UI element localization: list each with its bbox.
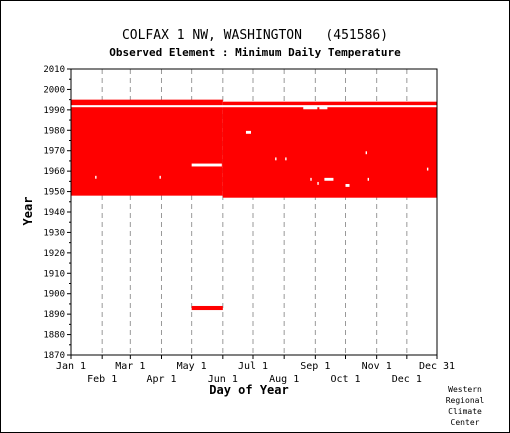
chart-subtitle: Observed Element : Minimum Daily Tempera…	[109, 46, 401, 59]
y-tick-label: 1980	[43, 126, 65, 136]
missing-gap	[367, 177, 370, 181]
y-tick-label: 1930	[43, 228, 65, 238]
x-tick-label: Feb 1	[87, 374, 117, 385]
y-tick-label: 1950	[43, 188, 65, 198]
footer-line: Center	[450, 418, 480, 427]
data-block	[71, 99, 223, 196]
x-tick-label: Apr 1	[146, 374, 176, 385]
footer-line: Western	[448, 385, 482, 394]
x-tick-label: Sep 1	[300, 361, 330, 372]
y-tick-label: 1870	[43, 351, 65, 361]
missing-gap	[191, 163, 222, 167]
y-axis: 1870 1880 1890 1900 1910 1920 1930 1940 1950 1960…	[43, 65, 71, 361]
missing-gap	[159, 175, 161, 179]
footer-line: Regional	[445, 396, 485, 405]
x-tick-label: May 1	[177, 361, 207, 372]
missing-gap	[245, 130, 251, 134]
footer-credit: Western Regional Climate Center	[435, 384, 495, 428]
missing-gap	[319, 106, 328, 110]
missing-gap	[95, 175, 97, 179]
y-tick-label: 2010	[43, 65, 65, 75]
y-axis-label: Year	[21, 197, 35, 226]
data-layer	[71, 99, 437, 311]
y-tick-label: 1880	[43, 331, 65, 341]
y-tick-label: 1940	[43, 208, 65, 218]
x-tick-label: Dec 1	[392, 374, 422, 385]
x-tick-label: Nov 1	[362, 361, 392, 372]
x-tick-label: Oct 1	[330, 374, 360, 385]
missing-gap	[365, 151, 368, 155]
y-tick-label: 2000	[43, 85, 65, 95]
missing-gap	[303, 106, 318, 110]
missing-gap	[71, 105, 437, 108]
x-axis: Jan 1 Mar 1 May 1 Jul 1 Sep 1 Nov 1 Dec 31 Feb …	[56, 355, 455, 385]
data-mark	[209, 140, 211, 143]
missing-gap	[345, 184, 350, 187]
x-tick-label: Mar 1	[115, 361, 145, 372]
y-tick-label: 1990	[43, 106, 65, 116]
x-tick-label: Dec 31	[419, 361, 455, 372]
data-block	[191, 305, 223, 311]
y-tick-label: 1920	[43, 249, 65, 259]
missing-gap	[426, 167, 429, 171]
missing-gap	[275, 157, 277, 161]
chart-title: COLFAX 1 NW, WASHINGTON (451586)	[122, 28, 388, 43]
footer-line: Climate	[448, 407, 482, 416]
y-tick-label: 1970	[43, 147, 65, 157]
missing-gap	[285, 157, 287, 161]
x-tick-label: Jul 1	[238, 361, 268, 372]
y-tick-label: 1960	[43, 167, 65, 177]
x-axis-label: Day of Year	[209, 383, 288, 397]
y-tick-label: 1910	[43, 269, 65, 279]
missing-gap	[317, 181, 319, 185]
y-tick-label: 1890	[43, 310, 65, 320]
x-tick-label: Jun 1	[208, 374, 238, 385]
missing-gap	[324, 177, 334, 181]
y-tick-label: 1900	[43, 290, 65, 300]
missing-gap	[310, 177, 312, 181]
x-tick-label: Jan 1	[56, 361, 86, 372]
x-tick-label: Aug 1	[269, 374, 299, 385]
data-block	[222, 101, 437, 198]
gap-layer	[71, 105, 437, 187]
